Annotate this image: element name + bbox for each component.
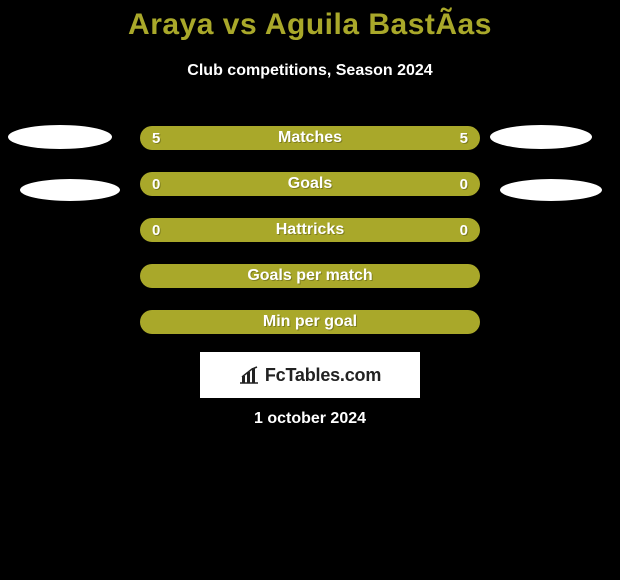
stat-label: Matches xyxy=(278,129,342,147)
stat-row: 0 Goals 0 xyxy=(140,172,480,196)
side-ellipse xyxy=(500,179,602,201)
stat-left-value: 5 xyxy=(152,126,160,150)
stat-right-value: 5 xyxy=(460,126,468,150)
side-ellipse xyxy=(20,179,120,201)
stat-right-value: 0 xyxy=(460,172,468,196)
stat-right-value: 0 xyxy=(460,218,468,242)
brand-text: FcTables.com xyxy=(265,365,381,386)
stat-label: Goals xyxy=(288,175,332,193)
stat-label: Min per goal xyxy=(263,313,357,331)
stat-left-value: 0 xyxy=(152,172,160,196)
stat-left-value: 0 xyxy=(152,218,160,242)
stat-row: 5 Matches 5 xyxy=(140,126,480,150)
page-subtitle: Club competitions, Season 2024 xyxy=(0,62,620,80)
stat-label: Hattricks xyxy=(276,221,344,239)
side-ellipse xyxy=(490,125,592,149)
stat-label: Goals per match xyxy=(247,267,372,285)
stat-row: 0 Hattricks 0 xyxy=(140,218,480,242)
side-ellipse xyxy=(8,125,112,149)
brand-badge: FcTables.com xyxy=(200,352,420,398)
page-title: Araya vs Aguila BastÃ­as xyxy=(0,8,620,42)
stat-row: Min per goal xyxy=(140,310,480,334)
infographic-canvas: Araya vs Aguila BastÃ­as Club competition… xyxy=(0,0,620,580)
date-text: 1 october 2024 xyxy=(0,410,620,428)
stat-row: Goals per match xyxy=(140,264,480,288)
chart-icon xyxy=(239,366,259,384)
